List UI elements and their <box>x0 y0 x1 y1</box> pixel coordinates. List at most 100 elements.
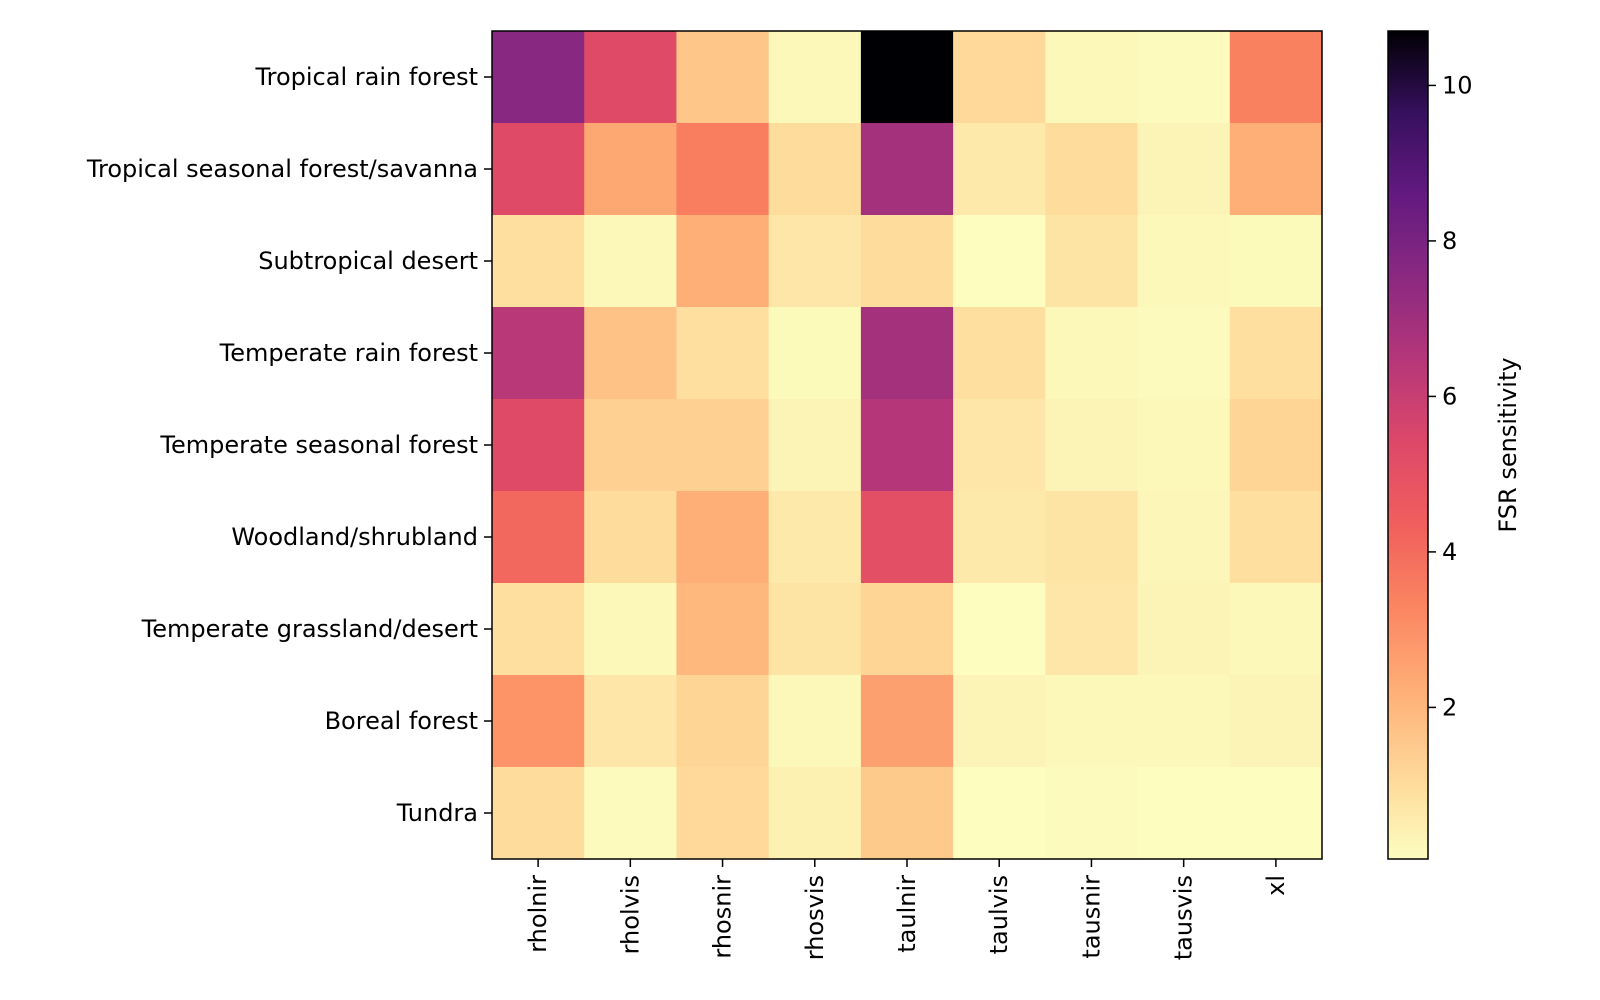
y-tick-label: Temperate seasonal forest <box>159 431 478 459</box>
heatmap-cell <box>492 307 585 400</box>
colorbar: 2 4 6 8 10 FSR sensitivity <box>1387 30 1522 860</box>
colorbar-gradient <box>1387 30 1429 860</box>
heatmap-cell <box>1045 491 1139 584</box>
heatmap-cell <box>953 123 1046 216</box>
heatmap-cell <box>676 31 770 124</box>
heatmap-cell <box>953 307 1046 400</box>
heatmap-cell <box>1045 767 1139 860</box>
heatmap-cell <box>676 767 770 860</box>
heatmap-cell <box>1045 583 1139 676</box>
heatmap-cell <box>584 491 677 584</box>
heatmap-cell <box>1229 675 1323 768</box>
y-axis: Tropical rain forest Tropical seasonal fo… <box>86 63 492 827</box>
x-tick-label: rholnir <box>524 875 552 953</box>
heatmap-cell <box>1045 31 1139 124</box>
x-tick-label: tausvis <box>1170 875 1198 960</box>
heatmap-cell <box>768 399 862 492</box>
heatmap-cell <box>1137 307 1231 400</box>
y-tick-label: Subtropical desert <box>258 247 478 275</box>
heatmap-cell <box>953 399 1046 492</box>
x-tick-label: tausnir <box>1077 875 1105 959</box>
colorbar-tick-label: 4 <box>1442 538 1457 566</box>
heatmap-cell <box>768 583 862 676</box>
colorbar-tick-label: 10 <box>1442 71 1473 99</box>
colorbar-tick-label: 2 <box>1442 693 1457 721</box>
x-tick-label: rhosvis <box>801 875 829 960</box>
heatmap-cell <box>1229 307 1323 400</box>
heatmap-cell <box>860 307 954 400</box>
heatmap-cell <box>676 215 770 308</box>
heatmap-cell <box>768 123 862 216</box>
heatmap-cell <box>768 767 862 860</box>
colorbar-tick-label: 6 <box>1442 382 1457 410</box>
heatmap-cell <box>1045 675 1139 768</box>
heatmap-cell <box>584 399 677 492</box>
heatmap-cell <box>768 31 862 124</box>
heatmap-cell <box>676 307 770 400</box>
y-tick-label: Tropical rain forest <box>255 63 479 91</box>
x-axis: rholnir rholvis rhosnir rhosvis taulnir taulv… <box>524 859 1290 960</box>
heatmap-cell <box>860 399 954 492</box>
colorbar-tick-label: 8 <box>1442 227 1457 255</box>
heatmap-cell <box>584 675 677 768</box>
heatmap-cell <box>953 583 1046 676</box>
heatmap-cell <box>768 215 862 308</box>
heatmap-cell <box>492 399 585 492</box>
heatmap-cell <box>768 491 862 584</box>
heatmap-cell <box>1137 399 1231 492</box>
heatmap-cell <box>584 31 677 124</box>
heatmap-cell <box>1229 31 1323 124</box>
x-tick-label: rhosnir <box>709 875 737 959</box>
heatmap-cell <box>492 491 585 584</box>
y-tick-label: Tundra <box>396 799 478 827</box>
y-tick-label: Tropical seasonal forest/savanna <box>86 155 478 183</box>
heatmap-cell <box>584 307 677 400</box>
heatmap-cell <box>1045 399 1139 492</box>
heatmap-cell <box>1137 675 1231 768</box>
x-tick-label: taulvis <box>985 875 1013 954</box>
heatmap-cell <box>1229 583 1323 676</box>
heatmap-cell <box>860 123 954 216</box>
heatmap-cell <box>492 767 585 860</box>
heatmap-cell <box>953 31 1046 124</box>
heatmap-cell <box>492 583 585 676</box>
heatmap-cell <box>584 767 677 860</box>
heatmap-cell <box>860 675 954 768</box>
x-tick-label: rholvis <box>616 875 644 954</box>
heatmap-cell <box>1045 123 1139 216</box>
heatmap-cell <box>1137 31 1231 124</box>
y-tick-label: Temperate rain forest <box>219 339 478 367</box>
heatmap-cell <box>1137 491 1231 584</box>
heatmap-cell <box>860 583 954 676</box>
heatmap-cell <box>584 583 677 676</box>
heatmap-cell <box>1229 491 1323 584</box>
heatmap-cell <box>492 675 585 768</box>
heatmap-cell <box>1229 215 1323 308</box>
heatmap-cell <box>1229 399 1323 492</box>
y-tick-label: Woodland/shrubland <box>231 523 478 551</box>
heatmap-cell <box>492 215 585 308</box>
heatmap-cell <box>1137 767 1231 860</box>
heatmap-cell <box>1137 583 1231 676</box>
heatmap-cell <box>1045 215 1139 308</box>
heatmap-cells <box>492 31 1323 860</box>
x-tick-label: taulnir <box>893 875 921 953</box>
heatmap-cell <box>860 767 954 860</box>
heatmap-cell <box>1229 123 1323 216</box>
heatmap-cell <box>953 675 1046 768</box>
heatmap-cell <box>1137 123 1231 216</box>
heatmap-cell <box>492 123 585 216</box>
y-tick-label: Temperate grassland/desert <box>141 615 478 643</box>
heatmap-cell <box>1137 215 1231 308</box>
heatmap-cell <box>953 491 1046 584</box>
heatmap-cell <box>492 31 585 124</box>
colorbar-ticks: 2 4 6 8 10 <box>1428 71 1473 721</box>
heatmap-cell <box>1229 767 1323 860</box>
heatmap-cell <box>676 123 770 216</box>
heatmap-cell <box>676 583 770 676</box>
heatmap-cell <box>676 399 770 492</box>
x-tick-label: xl <box>1262 875 1290 896</box>
heatmap-cell <box>768 675 862 768</box>
colorbar-label: FSR sensitivity <box>1494 357 1522 532</box>
